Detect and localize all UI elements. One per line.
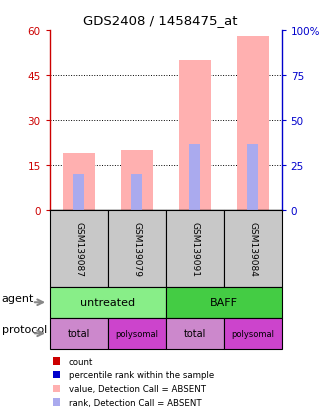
Bar <box>189 145 200 211</box>
Text: count: count <box>69 357 93 366</box>
Text: total: total <box>183 328 206 339</box>
Bar <box>121 151 153 211</box>
Bar <box>131 175 142 211</box>
Bar <box>237 37 268 211</box>
Bar <box>73 175 84 211</box>
Bar <box>247 145 258 211</box>
Bar <box>63 154 94 211</box>
Text: BAFF: BAFF <box>210 297 237 308</box>
Text: untreated: untreated <box>80 297 135 308</box>
Text: value, Detection Call = ABSENT: value, Detection Call = ABSENT <box>69 384 206 393</box>
Text: polysomal: polysomal <box>115 329 158 338</box>
Text: rank, Detection Call = ABSENT: rank, Detection Call = ABSENT <box>69 398 201 406</box>
Text: agent: agent <box>2 293 34 304</box>
Text: protocol: protocol <box>2 324 47 335</box>
Bar <box>179 61 211 211</box>
Text: GSM139079: GSM139079 <box>132 221 141 276</box>
Text: percentile rank within the sample: percentile rank within the sample <box>69 370 214 379</box>
Text: GSM139084: GSM139084 <box>248 221 257 276</box>
Text: polysomal: polysomal <box>231 329 274 338</box>
Text: GSM139091: GSM139091 <box>190 221 199 276</box>
Text: total: total <box>68 328 90 339</box>
Text: GSM139087: GSM139087 <box>74 221 83 276</box>
Text: GDS2408 / 1458475_at: GDS2408 / 1458475_at <box>83 14 237 27</box>
